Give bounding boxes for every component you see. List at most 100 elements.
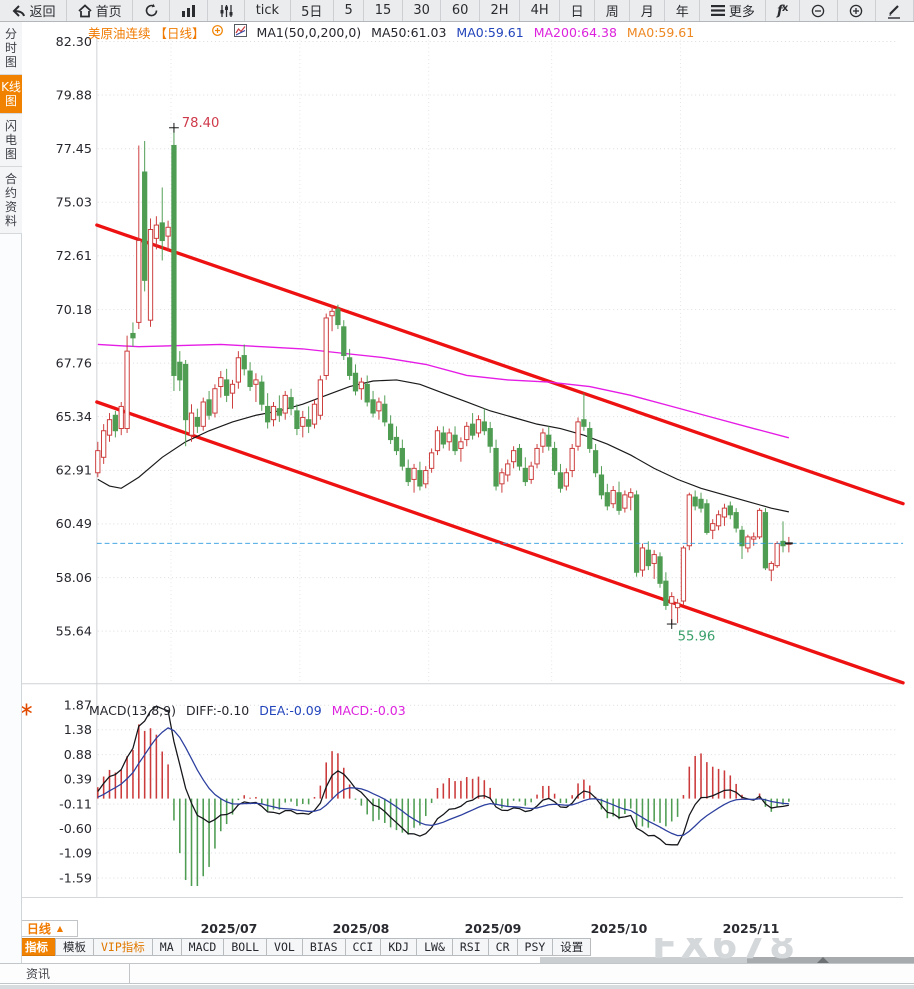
zoom-out-icon [810,3,826,19]
tab-bias[interactable]: BIAS [301,938,346,956]
toolbar-period-week-button[interactable]: 周 [595,0,631,21]
toolbar-period-2h-button[interactable]: 2H [480,0,521,21]
tab-psy[interactable]: PSY [516,938,554,956]
toolbar-period-day-button[interactable]: 日 [560,0,596,21]
tab-template[interactable]: 模板 [55,938,94,956]
svg-text:-0.11: -0.11 [59,796,92,811]
toolbar-back-button[interactable]: 返回 [0,0,68,21]
svg-text:-0.60: -0.60 [59,821,92,836]
toolbar-period-month-button[interactable]: 月 [630,0,666,21]
x-axis-row: 日线 ▲ 2025/07 2025/08 2025/09 2025/10 2025/11 [0,919,914,938]
toolbar-zoom-out-button[interactable] [800,0,838,21]
tab-boll[interactable]: BOLL [223,938,268,956]
macd-header: MACD(13,8,9) DIFF:-0.10 DEA:-0.09 MACD:-… [89,702,406,718]
chart-legend: 美原油连续 【日线】 MA1(50,0,200,0) MA50:61.03 MA… [88,24,695,41]
toolbar-more-button[interactable]: 更多 [700,0,767,21]
toolbar-period-5-button[interactable]: 5 [334,0,365,21]
svg-text:67.76: 67.76 [56,355,92,370]
toolbar-period-4h-label: 4H [530,3,549,18]
toolbar-period-day-label: 日 [570,5,584,20]
candles-layer [95,127,792,625]
toolbar-home-button[interactable]: 首页 [67,0,134,21]
tab-macd[interactable]: MACD [180,938,225,956]
x-axis-label: 2025/11 [722,921,780,936]
toolbar-period-5-label: 5 [344,3,353,18]
svg-text:72.61: 72.61 [56,248,92,263]
toolbar-bar-chart-button[interactable] [170,0,209,21]
x-axis-label: 2025/08 [332,921,390,936]
svg-text:1.87: 1.87 [64,698,92,713]
toolbar-candle-settings-button[interactable] [208,0,246,21]
tab-indicator[interactable]: 指标 [17,938,56,956]
toolbar-period-2h-label: 2H [490,3,509,18]
candle-settings-icon [219,4,234,18]
toolbar-draw-button[interactable] [876,0,914,21]
indicator-settings-icon[interactable] [20,701,33,720]
tab-cr[interactable]: CR [487,938,518,956]
toolbar-period-15-label: 15 [374,3,392,18]
svg-text:60.49: 60.49 [56,516,92,531]
ma50-value: MA50:61.03 [371,24,447,40]
sidebar-item-time-chart[interactable]: 分时图 [0,22,22,75]
chart-type-sidebar: 分时图 K线图 闪电图 合约资料 [0,22,22,963]
chevron-up-icon: ▲ [56,924,64,933]
home-icon [77,3,92,18]
toolbar-period-5d-label: 5日 [301,5,323,20]
moving-averages-layer [97,343,790,513]
trendlines-layer[interactable] [95,223,905,685]
toolbar-period-week-label: 周 [605,5,619,20]
tab-rsi[interactable]: RSI [451,938,489,956]
svg-text:70.18: 70.18 [56,302,92,317]
toolbar-period-30-label: 30 [413,3,430,18]
toolbar-period-15-button[interactable]: 15 [364,0,403,21]
toolbar-zoom-in-button[interactable] [838,0,876,21]
toolbar-tick-label: tick [255,3,280,18]
toolbar-refresh-button[interactable] [133,0,171,21]
sidebar-item-lightning-chart[interactable]: 闪电图 [0,114,22,167]
kline-mini-icon[interactable] [233,24,247,40]
svg-text:0.39: 0.39 [64,772,92,787]
sidebar-item-kline-chart[interactable]: K线图 [0,75,22,114]
chart-area[interactable]: 82.30 79.88 77.45 75.03 72.61 70.18 67.76 65.34… [0,22,914,919]
kline-macd-chart[interactable]: 82.30 79.88 77.45 75.03 72.61 70.18 67.76 65.34… [0,22,914,919]
toolbar-tick-button[interactable]: tick [245,0,291,21]
tab-settings[interactable]: 设置 [552,938,592,956]
tab-cci[interactable]: CCI [344,938,382,956]
svg-text:58.06: 58.06 [56,570,92,585]
tab-vol[interactable]: VOL [266,938,303,956]
tab-kdj[interactable]: KDJ [380,938,418,956]
toolbar-period-60-label: 60 [451,3,469,18]
top-toolbar: 返回 首页 tick 5日 5 15 30 60 2H 4H 日 周 月 年 更多 f x [0,0,914,22]
toolbar-period-60-button[interactable]: 60 [441,0,480,21]
tab-ma[interactable]: MA [151,938,182,956]
status-bar: 资讯 [0,963,914,984]
macd-dea-value: DEA:-0.09 [259,702,322,718]
tab-vip-indicator[interactable]: VIP指标 [93,938,153,956]
sidebar-item-contract-info[interactable]: 合约资料 [0,167,22,234]
tab-lwr[interactable]: LW& [416,938,453,956]
horizontal-scrollbar[interactable] [540,957,914,965]
svg-text:-1.09: -1.09 [59,845,92,860]
circle-plus-icon[interactable] [211,24,224,40]
news-tab[interactable]: 资讯 [0,964,130,983]
back-arrow-icon [11,4,26,18]
toolbar-period-year-button[interactable]: 年 [665,0,701,21]
ma200-value: MA200:64.38 [533,24,617,40]
toolbar-period-4h-button[interactable]: 4H [520,0,561,21]
svg-text:55.64: 55.64 [56,624,92,639]
annotations-layer: 78.40 55.96 [96,116,904,645]
toolbar-period-5d-button[interactable]: 5日 [291,0,334,21]
svg-text:0.88: 0.88 [64,747,92,762]
bottom-edge-strip [0,985,914,989]
pencil-icon [886,3,902,19]
toolbar-period-30-button[interactable]: 30 [403,0,442,21]
period-selector-button[interactable]: 日线 ▲ [12,920,78,937]
ma0-orange-value: MA0:59.61 [626,24,695,40]
toolbar-more-label: 更多 [728,5,755,20]
svg-text:78.40: 78.40 [182,116,220,131]
svg-text:55.96: 55.96 [678,630,716,645]
svg-text:62.91: 62.91 [56,463,92,478]
toolbar-period-year-label: 年 [675,5,689,20]
